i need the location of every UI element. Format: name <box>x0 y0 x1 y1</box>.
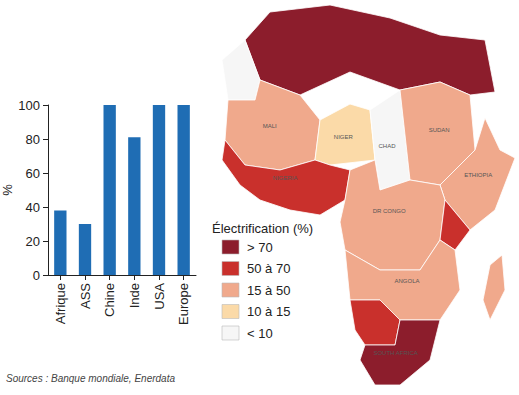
svg-text:ASS: ASS <box>78 283 93 309</box>
svg-text:%: % <box>0 184 15 196</box>
svg-text:CHAD: CHAD <box>378 143 396 149</box>
svg-text:Électrification (%): Électrification (%) <box>212 221 313 236</box>
svg-text:ANGOLA: ANGOLA <box>394 278 419 284</box>
svg-text:NIGER: NIGER <box>334 134 354 140</box>
svg-text:NIGERIA: NIGERIA <box>273 175 298 181</box>
svg-text:< 10: < 10 <box>247 326 273 341</box>
svg-text:MALI: MALI <box>263 123 277 129</box>
svg-text:USA: USA <box>152 283 167 310</box>
svg-text:SUDAN: SUDAN <box>429 127 450 133</box>
svg-text:Chine: Chine <box>102 283 117 317</box>
svg-text:60: 60 <box>26 166 40 181</box>
svg-text:Europe: Europe <box>176 283 191 325</box>
svg-text:Afrique: Afrique <box>53 283 68 324</box>
svg-text:20: 20 <box>26 234 40 249</box>
svg-text:DR CONGO: DR CONGO <box>373 208 406 214</box>
svg-text:Inde: Inde <box>127 283 142 308</box>
svg-text:ETHIOPIA: ETHIOPIA <box>464 172 492 178</box>
svg-text:SOUTH AFRICA: SOUTH AFRICA <box>373 350 417 356</box>
svg-text:80: 80 <box>26 132 40 147</box>
svg-text:Sources : Banque mondiale, Ene: Sources : Banque mondiale, Enerdata <box>6 373 175 384</box>
svg-text:> 70: > 70 <box>247 240 273 255</box>
svg-text:10 à 15: 10 à 15 <box>247 304 290 319</box>
svg-text:100: 100 <box>18 98 40 113</box>
svg-text:50 à 70: 50 à 70 <box>247 261 290 276</box>
svg-text:15 à 50: 15 à 50 <box>247 283 290 298</box>
svg-text:0: 0 <box>33 268 40 283</box>
svg-text:40: 40 <box>26 200 40 215</box>
